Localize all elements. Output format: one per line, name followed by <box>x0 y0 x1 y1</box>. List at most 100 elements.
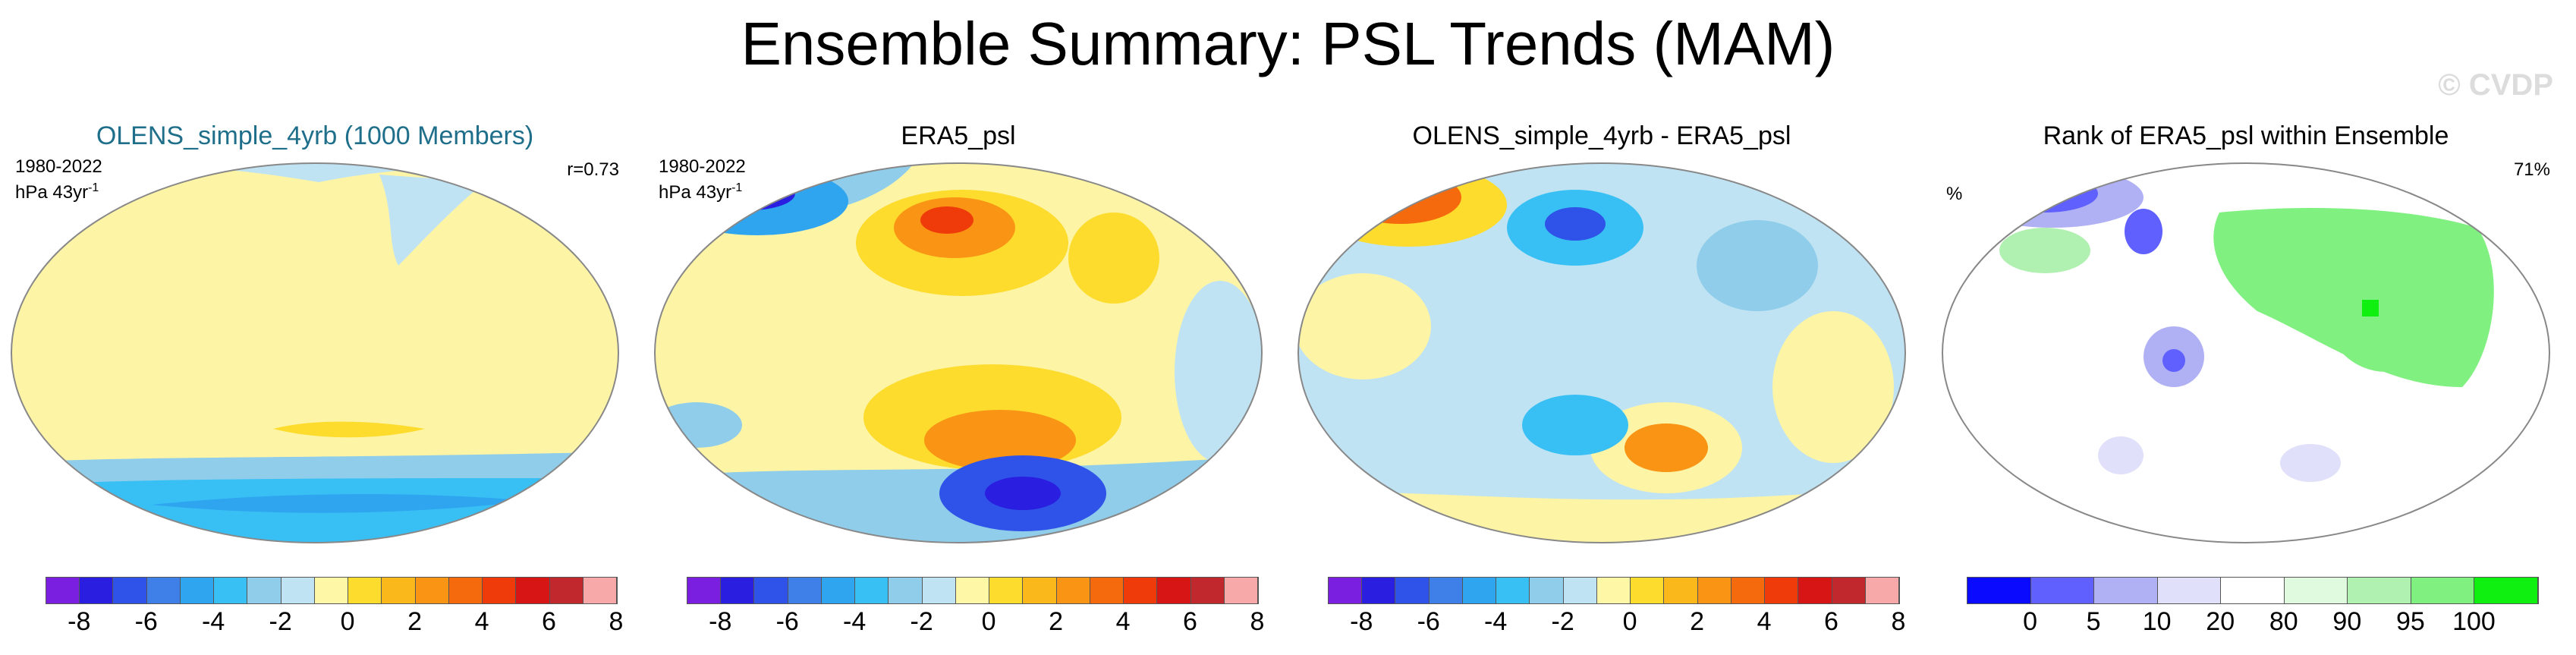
colorbar-tick-label: -2 <box>1551 607 1574 636</box>
trend-map-era5 <box>654 162 1263 543</box>
panel-title: OLENS_simple_4yrb - ERA5_psl <box>1412 121 1791 150</box>
panel-title: OLENS_simple_4yrb (1000 Members) <box>96 121 534 150</box>
colorbar-tick-label: 95 <box>2395 607 2425 636</box>
colorbar-box <box>382 578 416 603</box>
colorbar-tick-label: 2 <box>1690 607 1705 636</box>
rank-map <box>1942 162 2550 543</box>
panel-olens: OLENS_simple_4yrb (1000 Members) 1980-20… <box>0 121 630 546</box>
colorbar-box <box>1362 578 1396 603</box>
colorbar-box <box>516 578 550 603</box>
colorbar-tick-label: -6 <box>1417 607 1440 636</box>
colorbar-tick-label: 0 <box>1622 607 1637 636</box>
colorbar-tick-label: 8 <box>1250 607 1265 636</box>
colorbar-tick-label: 100 <box>2452 607 2496 636</box>
colorbar-box <box>2284 578 2348 603</box>
colorbar-box <box>415 578 449 603</box>
colorbar-tick-label: 10 <box>2142 607 2172 636</box>
colorbar-box <box>1664 578 1698 603</box>
colorbar-box <box>1224 578 1258 603</box>
colorbar-tick-label: 0 <box>340 607 355 636</box>
colorbar-box <box>2221 578 2285 603</box>
colorbar-box <box>1765 578 1799 603</box>
cvdp-watermark: © CVDP <box>2438 68 2553 102</box>
colorbar-box <box>955 578 990 603</box>
colorbar-box <box>281 578 315 603</box>
colorbar-tick-label: 8 <box>609 607 624 636</box>
colorbar-tick-label: -4 <box>202 607 225 636</box>
colorbar-box <box>314 578 349 603</box>
colorbar-box <box>687 578 722 603</box>
colorbar-box <box>113 578 147 603</box>
colorbar-box <box>1090 578 1124 603</box>
colorbar-tick-label: -6 <box>134 607 158 636</box>
colorbar-tick-label: 90 <box>2332 607 2362 636</box>
colorbar-box <box>247 578 282 603</box>
colorbar-box <box>46 578 80 603</box>
colorbar-box <box>2030 578 2095 603</box>
colorbar-difference <box>1328 577 1900 604</box>
colorbar-box <box>549 578 583 603</box>
colorbar-box <box>1329 578 1363 603</box>
colorbar-box <box>855 578 889 603</box>
colorbar-box <box>80 578 114 603</box>
colorbar-ticks-difference: -8 -6 -4 -2 0 2 4 6 8 <box>1328 607 1905 641</box>
colorbar-box <box>2348 578 2411 603</box>
colorbar-tick-label: 5 <box>2086 607 2101 636</box>
colorbar-box <box>1832 578 1866 603</box>
colorbar-box <box>214 578 248 603</box>
colorbar-box <box>1023 578 1057 603</box>
colorbar-box <box>1731 578 1766 603</box>
colorbar-box <box>1496 578 1530 603</box>
colorbar-box <box>146 578 181 603</box>
units-label: % <box>1946 184 1963 204</box>
panel-difference: OLENS_simple_4yrb - ERA5_psl <box>1287 121 1917 546</box>
colorbar-box <box>2474 578 2538 603</box>
colorbar-tick-label: -2 <box>269 607 292 636</box>
colorbar-tick-label: -8 <box>709 607 732 636</box>
colorbar-box <box>1798 578 1832 603</box>
colorbar-ticks-olens: -8 -6 -4 -2 0 2 4 6 8 <box>46 607 623 641</box>
colorbar-tick-label: 80 <box>2269 607 2298 636</box>
colorbar-box <box>1056 578 1090 603</box>
colorbar-tick-label: 6 <box>1183 607 1197 636</box>
colorbar-ticks-rank: 0 5 10 20 80 90 95 100 <box>1967 607 2537 641</box>
colorbar-box <box>2411 578 2475 603</box>
colorbar-era5 <box>687 577 1259 604</box>
colorbar-box <box>1429 578 1463 603</box>
colorbar-box <box>989 578 1024 603</box>
colorbar-tick-label: 20 <box>2206 607 2235 636</box>
colorbar-tick-label: 0 <box>2023 607 2038 636</box>
colorbar-box <box>448 578 483 603</box>
period-label: 1980-2022 hPa 43yr-1 <box>659 156 746 203</box>
figure-title: Ensemble Summary: PSL Trends (MAM) <box>741 10 1835 77</box>
colorbar-tick-label: -8 <box>68 607 91 636</box>
colorbar-tick-label: 6 <box>542 607 556 636</box>
colorbar-box <box>1563 578 1597 603</box>
colorbar-tick-label: 4 <box>1115 607 1131 636</box>
colorbar-box <box>2094 578 2158 603</box>
colorbar-tick-label: -4 <box>843 607 867 636</box>
colorbar-tick-label: 2 <box>407 607 423 636</box>
panel-era5: ERA5_psl 1980-2022 hPa 43yr-1 <box>643 121 1273 546</box>
colorbar-box <box>583 578 617 603</box>
rank-percent-label: 71% <box>2513 159 2550 180</box>
colorbar-box <box>483 578 517 603</box>
colorbar-tick-label: -4 <box>1484 607 1508 636</box>
colorbar-box <box>1124 578 1158 603</box>
trend-map-difference <box>1297 162 1906 543</box>
trend-map-olens <box>11 162 619 543</box>
colorbar-box <box>821 578 856 603</box>
colorbar-box <box>348 578 382 603</box>
correlation-label: r=0.73 <box>567 159 619 180</box>
colorbar-olens <box>46 577 618 604</box>
colorbar-box <box>788 578 822 603</box>
colorbar-box <box>1697 578 1731 603</box>
colorbar-tick-label: -6 <box>775 607 799 636</box>
colorbar-tick-label: -2 <box>910 607 933 636</box>
colorbar-tick-label: 8 <box>1891 607 1906 636</box>
colorbar-box <box>889 578 923 603</box>
panel-rank: Rank of ERA5_psl within Ensemble % 71% <box>1931 121 2561 546</box>
colorbar-box <box>1190 578 1225 603</box>
colorbar-box <box>1967 578 2031 603</box>
colorbar-box <box>922 578 956 603</box>
